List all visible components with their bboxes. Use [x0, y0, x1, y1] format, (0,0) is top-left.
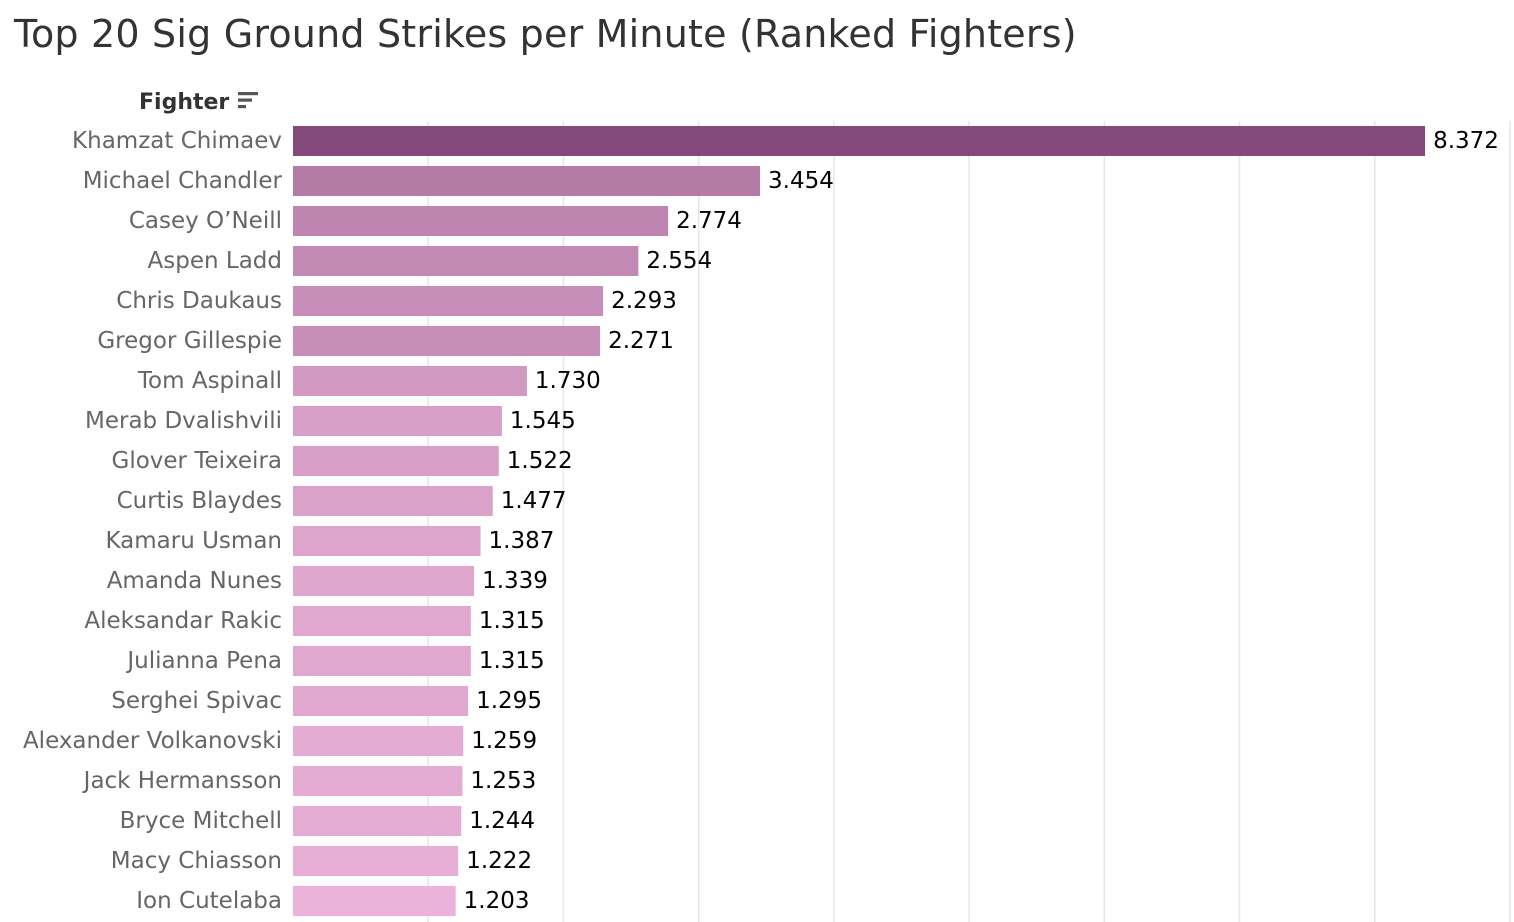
- value-label: 1.244: [469, 808, 535, 834]
- category-label: Alexander Volkanovski: [23, 728, 282, 754]
- category-label: Macy Chiasson: [111, 848, 282, 874]
- value-label: 1.522: [507, 448, 573, 474]
- value-label: 1.259: [471, 728, 537, 754]
- category-label: Serghei Spivac: [111, 688, 282, 714]
- bar[interactable]: [293, 206, 669, 236]
- bar[interactable]: [293, 806, 462, 836]
- category-label: Chris Daukaus: [116, 288, 282, 314]
- category-label: Ion Cutelaba: [136, 888, 282, 914]
- gridlines: [427, 121, 1511, 922]
- category-label: Curtis Blaydes: [117, 488, 282, 514]
- value-label: 2.554: [646, 248, 712, 274]
- category-label: Julianna Pena: [125, 648, 282, 674]
- bar[interactable]: [293, 566, 475, 596]
- value-label: 1.203: [464, 888, 530, 914]
- sort-descending-icon[interactable]: [237, 89, 259, 115]
- value-label: 1.315: [479, 648, 545, 674]
- value-label: 1.339: [482, 568, 548, 594]
- category-label: Glover Teixeira: [112, 448, 283, 474]
- category-label: Michael Chandler: [83, 168, 283, 194]
- category-label: Kamaru Usman: [105, 528, 282, 554]
- value-label: 2.271: [608, 328, 674, 354]
- bar[interactable]: [293, 166, 761, 196]
- value-label: 1.387: [489, 528, 555, 554]
- bar[interactable]: [293, 646, 471, 676]
- fighter-field-header: Fighter: [139, 89, 259, 115]
- bar[interactable]: [293, 286, 604, 316]
- value-label: 2.293: [611, 288, 677, 314]
- bar[interactable]: [293, 406, 502, 436]
- bar[interactable]: [293, 766, 463, 796]
- value-label: 1.222: [466, 848, 532, 874]
- category-label: Tom Aspinall: [137, 368, 282, 394]
- bar[interactable]: [293, 126, 1426, 156]
- category-label: Gregor Gillespie: [97, 328, 282, 354]
- value-label: 1.545: [510, 408, 576, 434]
- value-label: 2.774: [676, 208, 742, 234]
- bar[interactable]: [293, 366, 527, 396]
- chart-title: Top 20 Sig Ground Strikes per Minute (Ra…: [14, 12, 1077, 56]
- category-label: Merab Dvalishvili: [85, 408, 282, 434]
- fighter-field-label: Fighter: [139, 89, 230, 115]
- bar[interactable]: [293, 486, 493, 516]
- bar[interactable]: [293, 846, 459, 876]
- bar[interactable]: [293, 246, 639, 276]
- category-label: Casey O’Neill: [129, 208, 282, 234]
- value-label: 1.253: [470, 768, 536, 794]
- category-label: Aspen Ladd: [148, 248, 282, 274]
- bars: Khamzat Chimaev 8.372 Michael Chandler 3.45…: [23, 126, 1499, 916]
- category-label: Aleksandar Rakic: [84, 608, 282, 634]
- bar[interactable]: [293, 606, 471, 636]
- value-label: 3.454: [768, 168, 834, 194]
- category-label: Amanda Nunes: [107, 568, 282, 594]
- value-label: 1.295: [476, 688, 542, 714]
- value-label: 1.315: [479, 608, 545, 634]
- value-label: 8.372: [1433, 128, 1499, 154]
- bar[interactable]: [293, 886, 456, 916]
- category-label: Bryce Mitchell: [120, 808, 282, 834]
- category-label: Khamzat Chimaev: [72, 128, 282, 154]
- bar[interactable]: [293, 686, 469, 716]
- value-label: 1.477: [501, 488, 567, 514]
- category-label: Jack Hermansson: [82, 768, 282, 794]
- bar[interactable]: [293, 326, 601, 356]
- bar[interactable]: [293, 446, 499, 476]
- value-label: 1.730: [535, 368, 601, 394]
- bar[interactable]: [293, 726, 464, 756]
- bar[interactable]: [293, 526, 481, 556]
